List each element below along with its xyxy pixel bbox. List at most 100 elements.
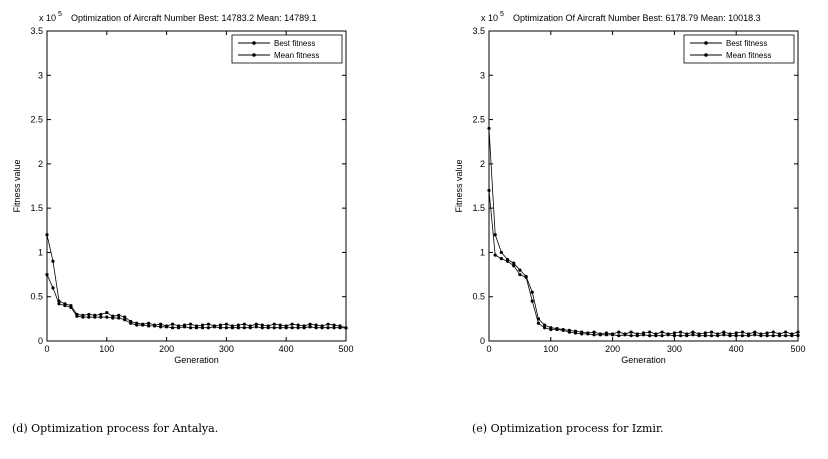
data-point (111, 314, 115, 318)
data-point (260, 326, 264, 330)
data-point (87, 315, 91, 319)
data-point (777, 332, 782, 336)
data-point (765, 331, 769, 335)
data-point (338, 324, 342, 328)
data-point (236, 326, 240, 330)
x-tick-label: 500 (790, 344, 805, 354)
data-point (182, 323, 187, 327)
caption: (e) Optimization process for Izmir. (472, 422, 664, 435)
data-point (592, 333, 596, 337)
x-tick-label: 300 (667, 344, 682, 354)
data-point (561, 327, 565, 332)
data-point (716, 332, 720, 336)
data-point (784, 330, 788, 334)
data-point (722, 330, 726, 334)
axis-multiplier: x 10 (39, 13, 56, 23)
data-point (518, 272, 522, 277)
data-point (254, 325, 258, 329)
data-point (592, 330, 596, 334)
data-point (260, 323, 264, 327)
x-tick-label: 0 (44, 344, 49, 354)
data-point (666, 332, 670, 336)
data-point (218, 326, 223, 330)
data-point (57, 299, 61, 303)
legend-label: Mean fitness (726, 51, 771, 60)
data-point (296, 326, 300, 330)
data-point (654, 332, 658, 336)
data-point (734, 331, 738, 335)
data-point (524, 274, 528, 278)
data-point (493, 233, 497, 237)
data-point (660, 330, 664, 334)
data-point (248, 324, 252, 328)
data-point (326, 326, 330, 330)
data-point (759, 332, 763, 336)
plot-frame (488, 30, 799, 342)
data-point (543, 326, 547, 330)
data-point (672, 334, 677, 338)
data-point (691, 333, 695, 337)
data-point (188, 326, 193, 330)
data-point (206, 322, 211, 326)
data-point (493, 253, 497, 257)
y-tick-label: 3 (480, 70, 485, 80)
data-point (272, 322, 276, 326)
legend-box (231, 34, 343, 64)
data-point (290, 326, 294, 330)
data-point (296, 323, 300, 327)
data-point (87, 312, 91, 317)
data-point (499, 250, 503, 255)
x-tick-label: 400 (279, 344, 294, 354)
data-point (147, 321, 151, 325)
data-point (530, 290, 534, 294)
data-point (734, 334, 738, 338)
data-point (212, 324, 217, 328)
data-point (703, 334, 707, 338)
data-point (308, 325, 312, 329)
data-point (796, 333, 800, 338)
data-point (45, 233, 49, 237)
data-point (170, 326, 175, 330)
data-point (487, 126, 491, 131)
x-tick-label: 200 (159, 344, 174, 354)
data-point (242, 326, 246, 330)
data-point (771, 334, 775, 338)
x-tick-label: 500 (338, 344, 353, 354)
data-point (691, 330, 695, 334)
axis-multiplier-exponent: 5 (500, 11, 504, 18)
y-axis-label: Fitness value (12, 159, 22, 212)
x-tick-label: 200 (605, 344, 620, 354)
data-point (611, 332, 615, 336)
data-point (629, 330, 633, 334)
data-point (728, 332, 732, 336)
data-point (332, 326, 336, 330)
data-point (746, 332, 751, 336)
legend-label: Mean fitness (274, 51, 319, 60)
data-point (530, 299, 534, 303)
data-point (105, 315, 109, 319)
data-point (586, 331, 590, 335)
data-point (194, 324, 199, 328)
data-point (224, 322, 228, 326)
data-point (284, 324, 288, 328)
data-point (99, 312, 103, 317)
chart-title: Optimization of Aircraft Number Best: 14… (71, 13, 317, 23)
data-point (278, 323, 282, 327)
data-point (536, 317, 541, 321)
y-tick-label: 1 (480, 247, 485, 257)
x-axis-label: Generation (174, 355, 219, 365)
data-point (170, 322, 175, 326)
data-point (99, 315, 103, 319)
data-point (314, 326, 318, 330)
data-point (555, 327, 559, 331)
data-point (709, 334, 714, 338)
data-point (153, 323, 157, 327)
data-point (230, 324, 234, 328)
data-point (117, 316, 121, 320)
data-point (272, 326, 276, 330)
y-axis-label: Fitness value (454, 159, 464, 212)
data-point (629, 334, 633, 338)
data-point (224, 326, 228, 330)
y-tick-label: 0.5 (472, 292, 485, 302)
legend-marker (704, 41, 708, 45)
